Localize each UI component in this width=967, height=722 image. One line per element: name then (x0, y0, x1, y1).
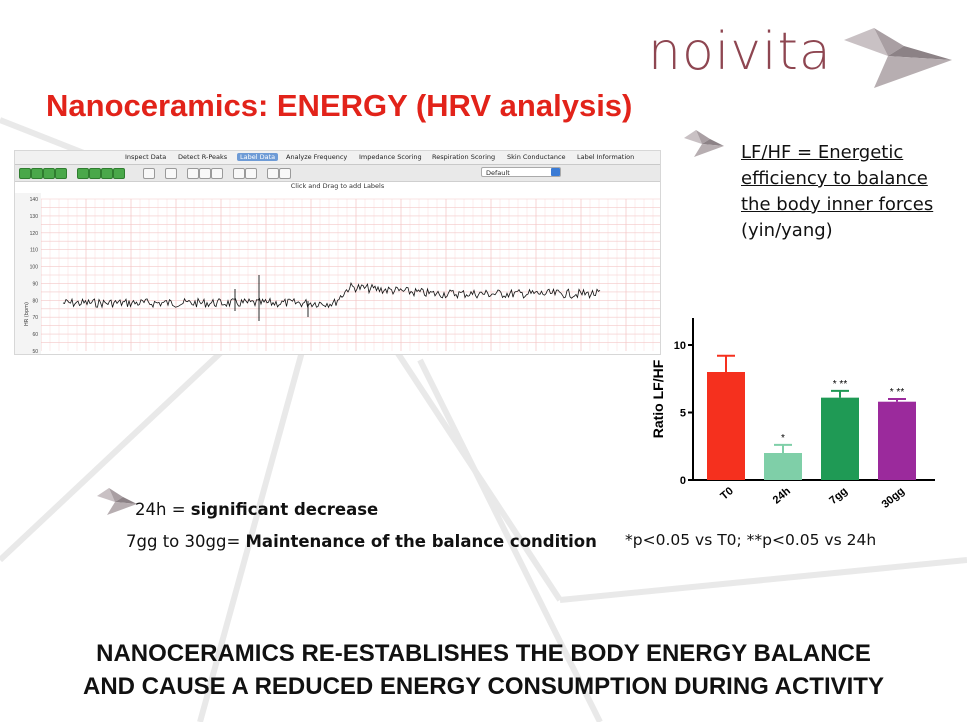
y-axis-panel (15, 193, 41, 354)
significance-note: *p<0.05 vs T0; **p<0.05 vs 24h (625, 531, 877, 549)
y-tick-label: 5 (680, 408, 686, 420)
bird-bullet-icon (684, 130, 724, 157)
y-tick-label: 140 (30, 197, 39, 203)
definition-line-3: the body inner forces (741, 194, 934, 215)
definition-tail: (yin/yang) (741, 220, 833, 241)
last-label-button[interactable] (245, 168, 257, 179)
export-tool-button[interactable] (199, 168, 211, 179)
bullet-7gg-prefix: 7gg to 30gg= (126, 532, 246, 551)
label-set-dropdown[interactable]: Default (481, 167, 561, 177)
bar-30gg (878, 401, 916, 480)
y-tick-label: 80 (32, 298, 38, 304)
zoom-in-button[interactable] (101, 168, 113, 179)
y-axis-label: Ratio LF/HF (650, 359, 666, 438)
x-tick-label: T0 (718, 485, 736, 502)
y-tick-label: 120 (30, 231, 39, 237)
marker-tool-button[interactable] (211, 168, 223, 179)
x-tick-label: 30gg (880, 485, 907, 511)
text-tool-button[interactable] (267, 168, 279, 179)
tab-detect-r-peaks[interactable]: Detect R-Peaks (178, 153, 228, 161)
first-label-button[interactable] (233, 168, 245, 179)
y-tick-label: 70 (32, 315, 38, 321)
y-tick-label: 90 (32, 281, 38, 287)
trash-icon[interactable] (279, 168, 291, 179)
lf-hf-definition: LF/HF = Energetic efficiency to balance … (741, 140, 941, 244)
significance-marker: * (781, 433, 785, 444)
bar-T0 (707, 372, 745, 480)
tab-respiration-scoring[interactable]: Respiration Scoring (432, 153, 496, 161)
y-tick-label: 110 (30, 248, 38, 254)
tab-bar: Inspect Data Detect R-Peaks Label Data A… (15, 151, 660, 165)
chevron-down-icon (551, 168, 560, 176)
move-tool-button[interactable] (143, 168, 155, 179)
bar-24h (764, 453, 802, 480)
graph-hint: Click and Drag to add Labels (290, 182, 385, 190)
hr-trace (62, 281, 601, 309)
significance-marker: * ** (833, 379, 848, 390)
play-button[interactable] (31, 168, 43, 179)
definition-line-2: efficiency to balance (741, 168, 928, 189)
hr-trace-plot: 140 130 120 110 100 90 80 70 60 50 (15, 193, 660, 354)
chart-tool-button[interactable] (187, 168, 199, 179)
zoom-out-button[interactable] (113, 168, 125, 179)
settings-tool-button[interactable] (165, 168, 177, 179)
slide-title: Nanoceramics: ENERGY (HRV analysis) (46, 88, 633, 123)
bar-7gg (821, 397, 859, 480)
bullet-24h-emphasis: significant decrease (190, 500, 379, 519)
tab-skin-conductance[interactable]: Skin Conductance (507, 153, 566, 161)
bullet-24h-prefix: 24h = (135, 500, 191, 519)
y-tick-label: 100 (30, 265, 39, 271)
bullet-24h: 24h = significant decrease (135, 500, 378, 519)
bullet-7gg-30gg: 7gg to 30gg= Maintenance of the balance … (126, 532, 597, 551)
y-tick-label: 50 (32, 349, 38, 354)
noivita-logo: noivita (648, 22, 952, 96)
y-tick-label: 10 (674, 340, 686, 352)
dropdown-value: Default (486, 169, 510, 177)
tab-label-information[interactable]: Label Information (577, 153, 635, 161)
tab-analyze-frequency[interactable]: Analyze Frequency (286, 153, 348, 161)
record-button[interactable] (43, 168, 55, 179)
y-axis-label: HR (bpm) (23, 302, 30, 326)
x-tick-label: 24h (771, 485, 793, 507)
bullet-7gg-emphasis: Maintenance of the balance condition (245, 532, 597, 551)
conclusion-line-1: NANOCERAMICS RE-ESTABLISHES THE BODY ENE… (96, 640, 871, 667)
x-tick-label: 7gg (827, 485, 850, 507)
lf-hf-bar-chart: 0 5 10 Ratio LF/HF T0 * 24h * ** 7gg * ** 30gg (650, 318, 935, 511)
y-tick-label: 130 (30, 214, 39, 220)
y-tick-label: 0 (680, 475, 686, 487)
significance-marker: * ** (890, 387, 905, 398)
stop-button[interactable] (55, 168, 67, 179)
bird-logo-icon (844, 28, 952, 88)
bird-bullet-icon (97, 488, 137, 515)
definition-line-1: LF/HF = Energetic (741, 142, 904, 163)
tab-inspect-data[interactable]: Inspect Data (125, 153, 167, 161)
conclusion-line-2: AND CAUSE A REDUCED ENERGY CONSUMPTION D… (83, 673, 884, 700)
tab-label-data[interactable]: Label Data (237, 153, 279, 161)
hr-graph[interactable]: 140 130 120 110 100 90 80 70 60 50 HR (bpm) (15, 193, 660, 354)
tab-impedance-scoring[interactable]: Impedance Scoring (359, 153, 422, 161)
rewind-button[interactable] (19, 168, 31, 179)
toolbar: Default (15, 165, 660, 182)
y-tick-label: 60 (32, 332, 38, 338)
logo-text: noivita (648, 22, 832, 82)
conclusion: NANOCERAMICS RE-ESTABLISHES THE BODY ENE… (0, 637, 967, 703)
hrv-software-screenshot: Inspect Data Detect R-Peaks Label Data A… (14, 150, 661, 355)
next-button[interactable] (89, 168, 101, 179)
previous-button[interactable] (77, 168, 89, 179)
